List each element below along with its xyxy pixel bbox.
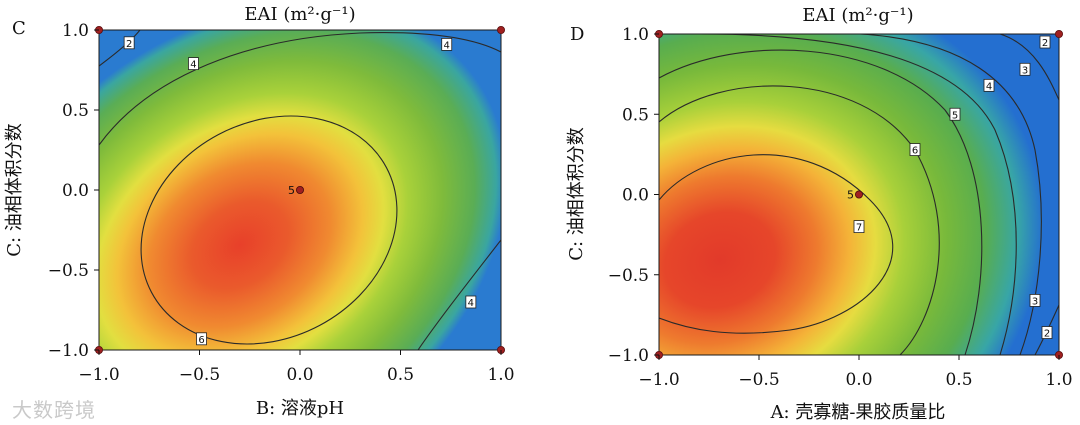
- contour-line-4-right: [417, 239, 501, 350]
- y-axis-label-d: C: 油相体积分数: [566, 127, 587, 261]
- center-point-label: 5: [288, 184, 295, 197]
- contour-label-box: [123, 36, 135, 50]
- contour-label-box: [949, 107, 961, 121]
- contour-line-6: [140, 115, 398, 345]
- x-axis-label-d: A: 壳寡糖-果胶质量比: [770, 402, 946, 423]
- y-axis-label-c: C: 油相体积分数: [4, 123, 25, 257]
- watermark: 大数跨境: [12, 398, 96, 422]
- x-tick-label: 0.5: [387, 365, 414, 385]
- y-tick-label: 0.0: [622, 186, 649, 206]
- design-points-d: 5: [655, 29, 1064, 359]
- x-tick-label: 0.0: [286, 365, 313, 385]
- contour-label-box: [188, 57, 199, 70]
- y-tick-label: 0.5: [62, 101, 89, 121]
- contour-label: 2: [1039, 35, 1051, 49]
- contour-line-5: [659, 49, 983, 355]
- x-tick-label: −1.0: [78, 365, 119, 385]
- center-point: [295, 185, 304, 194]
- x-tick-label: 1.0: [1045, 370, 1072, 390]
- contour-lines-c: [99, 30, 501, 350]
- y-tick-label: −0.5: [608, 266, 649, 286]
- chart-title-d: EAI (m²·g⁻¹): [802, 5, 913, 26]
- center-point: [855, 190, 864, 199]
- contour-label-box: [853, 220, 865, 234]
- contour-label: 2: [1041, 326, 1053, 340]
- contour-line-4-upper: [99, 32, 501, 146]
- y-tick-label: −1.0: [48, 341, 89, 361]
- y-tick-label: −1.0: [608, 346, 649, 366]
- y-tick-label: 0.0: [62, 181, 89, 201]
- contour-label: 4: [983, 78, 995, 92]
- contour-label: 4: [441, 38, 453, 51]
- contour-label: 3: [1019, 62, 1031, 76]
- contour-labels-c: 2 4 4 4 6: [123, 36, 477, 346]
- contour-label-box: [1039, 35, 1051, 49]
- panel-d: 2 3 4 5 6 7 3 2 5 −1.0 −0.5 0.0 0.5 1.0 −1.0 −0.5 0.0 0…: [566, 5, 1073, 423]
- center-point-label: 5: [847, 189, 854, 202]
- contour-line-2: [99, 30, 141, 67]
- contour-label: 4: [188, 57, 199, 71]
- contour-label-box: [909, 143, 921, 156]
- contour-label-text: 3: [1032, 296, 1038, 307]
- contour-label: 6: [196, 332, 207, 346]
- contour-label-box: [1019, 62, 1031, 76]
- contour-label-text: 5: [952, 110, 958, 121]
- contour-label: 6: [909, 143, 921, 157]
- design-point: [1055, 29, 1064, 38]
- x-tick-label: −0.5: [738, 370, 779, 390]
- contour-label-box: [983, 78, 995, 92]
- contour-label: 3: [1029, 294, 1041, 307]
- y-tick-label: −0.5: [48, 261, 89, 281]
- contour-label: 5: [949, 107, 961, 121]
- panel-label-d: D: [570, 24, 584, 45]
- panel-c: 2 4 4 4 6 5 −1.0 −0.5 0.0 0.5 1.0 −1.0 −0.5 0.0 0.5 1…: [4, 4, 515, 419]
- axis-ticks-c: −1.0 −0.5 0.0 0.5 1.0 −1.0 −0.5 0.0 0.5 1.0: [48, 21, 515, 385]
- contour-label: 2: [123, 36, 135, 50]
- axis-ticks-d: −1.0 −0.5 0.0 0.5 1.0 −1.0 −0.5 0.0 0.5 1.0: [608, 25, 1073, 390]
- contour-labels-d: 2 3 4 5 6 7 3 2: [853, 35, 1053, 340]
- x-tick-label: 1.0: [487, 365, 514, 385]
- contour-label-text: 4: [468, 298, 474, 309]
- contour-label-text: 4: [444, 40, 450, 51]
- contour-line-7: [659, 154, 894, 334]
- design-point: [496, 25, 505, 34]
- contour-label-text: 6: [198, 335, 204, 346]
- contour-label-box: [465, 295, 477, 309]
- y-tick-label: 1.0: [622, 25, 649, 45]
- contour-label-text: 7: [856, 223, 862, 234]
- contour-label-text: 4: [986, 81, 992, 92]
- contour-label-box: [441, 38, 453, 51]
- x-tick-label: 0.5: [945, 370, 972, 390]
- y-tick-label: 1.0: [62, 21, 89, 41]
- contour-label-box: [196, 332, 207, 346]
- contour-line-2-upper: [999, 34, 1059, 101]
- panel-label-c: C: [12, 18, 26, 39]
- contour-label-text: 2: [1042, 38, 1048, 49]
- contour-label-text: 3: [1022, 65, 1028, 76]
- chart-title-c: EAI (m²·g⁻¹): [244, 4, 355, 25]
- contour-label-text: 2: [126, 39, 132, 50]
- contour-label: 7: [853, 220, 865, 234]
- contour-label-text: 2: [1044, 329, 1050, 340]
- x-tick-label: −0.5: [179, 365, 220, 385]
- contour-label: 4: [465, 295, 477, 309]
- contour-line-4: [699, 34, 1017, 355]
- contour-label-text: 4: [190, 60, 196, 71]
- x-tick-label: −1.0: [638, 370, 679, 390]
- contour-label-box: [1029, 294, 1041, 307]
- y-tick-label: 0.5: [622, 105, 649, 125]
- x-tick-label: 0.0: [845, 370, 872, 390]
- contour-label-box: [1041, 326, 1053, 339]
- x-axis-label-c: B: 溶液pH: [256, 398, 344, 419]
- contour-label-text: 6: [912, 146, 918, 157]
